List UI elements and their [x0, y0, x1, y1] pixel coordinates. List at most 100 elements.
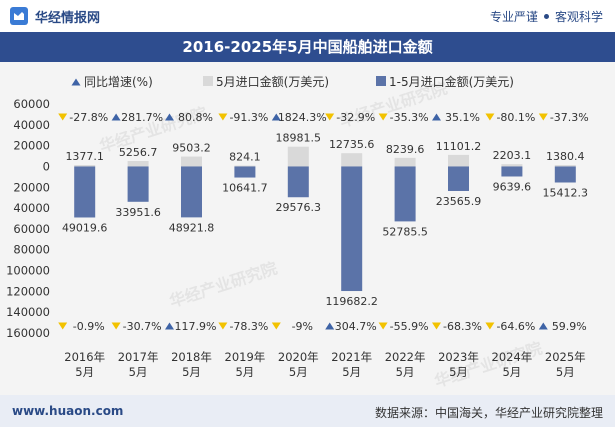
bar-cumulative [74, 166, 96, 218]
logo-icon [10, 7, 28, 25]
y-tick-label: 40000 [13, 118, 50, 132]
growth-cum-label: -55.9% [390, 320, 429, 333]
bar-month [341, 153, 363, 167]
website-link[interactable]: www.huaon.com [12, 404, 124, 418]
y-tick-label: 120000 [6, 284, 50, 298]
label-month-value: 12735.6 [329, 138, 375, 151]
tagline: 专业严谨 客观科学 [490, 8, 603, 25]
y-tick-label: 60000 [13, 222, 50, 236]
down-arrow-icon [218, 113, 228, 121]
label-cum-value: 15412.3 [543, 186, 589, 199]
label-month-value: 1377.1 [65, 150, 104, 163]
bar-month [181, 156, 202, 167]
y-tick-label: 100000 [6, 264, 50, 278]
bar-month [127, 160, 149, 167]
x-tick-label: 2025年 5月 [545, 350, 586, 379]
x-axis: 2016年 5月 2017年 5月 2018年 5月 2019年 5月 2020年 5月 2021年… [64, 350, 585, 379]
down-arrow-icon [485, 322, 495, 330]
x-tick-label: 2019年 5月 [225, 350, 266, 379]
y-tick-label: 140000 [6, 305, 50, 319]
x-tick-label: 2023年 5月 [438, 350, 479, 379]
up-arrow-icon [165, 113, 174, 121]
label-month-value: 8239.6 [386, 143, 425, 156]
y-tick-label: 20000 [13, 139, 50, 153]
legend-cum-label: 1-5月进口金额(万美元) [389, 74, 514, 89]
label-cum-value: 9639.6 [493, 180, 532, 193]
bar-month [234, 165, 256, 167]
bar-month [74, 165, 96, 167]
bar-cumulative [501, 166, 523, 177]
x-tick-label: 2022年 5月 [385, 350, 426, 379]
label-cum-value: 48921.8 [169, 221, 215, 234]
down-arrow-icon [58, 113, 68, 121]
title-band: 2016-2025年5月中国船舶进口金额 [0, 32, 615, 62]
up-arrow-icon [165, 322, 174, 330]
bar-month [287, 146, 309, 167]
growth-month-label: -91.3% [229, 111, 268, 124]
chart-title: 2016-2025年5月中国船舶进口金额 [182, 38, 433, 56]
label-month-value: 9503.2 [172, 142, 211, 155]
label-cum-value: 119682.2 [325, 295, 378, 308]
footer: www.huaon.com 数据来源：中国海关，华经产业研究院整理 [0, 395, 615, 427]
x-tick-label: 2024年 5月 [492, 350, 533, 379]
bar-month [394, 157, 416, 167]
x-tick-label: 2016年 5月 [64, 350, 105, 379]
legend-up-arrow-icon [71, 78, 81, 86]
bar-cumulative [181, 166, 202, 218]
label-month-value: 1380.4 [546, 150, 585, 163]
label-month-value: 2203.1 [493, 149, 532, 162]
down-arrow-icon [378, 322, 388, 330]
down-arrow-icon [325, 113, 335, 121]
growth-cum-label: -68.3% [443, 320, 482, 333]
label-cum-value: 52785.5 [382, 225, 428, 238]
growth-cum-label: 117.9% [175, 320, 217, 333]
growth-cum-label: -0.9% [73, 320, 105, 333]
x-tick-label: 2021年 5月 [331, 350, 372, 379]
growth-cum-label: -9% [292, 320, 313, 333]
growth-month-label: -37.3% [550, 111, 589, 124]
x-tick-label: 2017年 5月 [118, 350, 159, 379]
label-cum-value: 33951.6 [115, 206, 161, 219]
bars [74, 146, 576, 292]
down-arrow-icon [218, 322, 228, 330]
growth-month-label: -35.3% [390, 111, 429, 124]
label-cum-value: 23565.9 [436, 195, 482, 208]
growth-month-label: -27.8% [69, 111, 108, 124]
growth-month-label: 80.8% [178, 111, 213, 124]
tagline-left: 专业严谨 [489, 10, 538, 24]
y-axis: 60000 40000 20000 0 20000 40000 60000 80000 1000… [6, 97, 50, 340]
label-month-value: 5256.7 [119, 146, 158, 159]
growth-cum-label: 304.7% [335, 320, 377, 333]
growth-month-label: -80.1% [496, 111, 535, 124]
top-bar: 华经情报网 专业严谨 客观科学 [0, 0, 615, 32]
y-tick-label: 60000 [13, 97, 50, 111]
growth-cum-label: -78.3% [229, 320, 268, 333]
down-arrow-icon [432, 322, 441, 330]
bar-cumulative [394, 166, 416, 222]
down-arrow-icon [111, 322, 121, 330]
logo[interactable]: 华经情报网 [10, 7, 100, 26]
dot-icon [543, 14, 549, 19]
up-arrow-icon [325, 322, 335, 330]
growth-cum-label: -64.6% [496, 320, 535, 333]
x-tick-label: 2018年 5月 [171, 350, 212, 379]
bar-month [501, 164, 523, 167]
down-arrow-icon [538, 113, 548, 121]
label-month-value: 18981.5 [276, 132, 322, 145]
data-labels: 1377.1 49019.6 5256.7 33951.6 9503.2 48921.8 8… [62, 132, 588, 308]
up-arrow-icon [271, 113, 281, 121]
label-cum-value: 49019.6 [62, 221, 108, 234]
legend-month-label: 5月进口金额(万美元) [216, 74, 329, 89]
up-arrow-icon [538, 322, 548, 330]
growth-cum-label: 59.9% [552, 320, 587, 333]
label-cum-value: 29576.3 [276, 201, 322, 214]
x-tick-label: 2020年 5月 [278, 350, 319, 379]
legend-month-swatch [203, 76, 213, 86]
legend-cum-swatch [376, 76, 386, 86]
bar-cumulative [448, 166, 469, 191]
growth-cum-label: -30.7% [123, 320, 162, 333]
bar-cumulative [554, 166, 576, 183]
growth-month-label: 281.7% [121, 111, 163, 124]
y-tick-label: 40000 [13, 201, 50, 215]
y-tick-label: 80000 [13, 243, 50, 257]
